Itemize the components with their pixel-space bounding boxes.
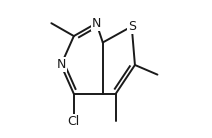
Text: N: N	[56, 59, 66, 71]
Text: N: N	[92, 17, 101, 30]
Text: Cl: Cl	[68, 115, 80, 128]
Text: S: S	[128, 20, 136, 33]
